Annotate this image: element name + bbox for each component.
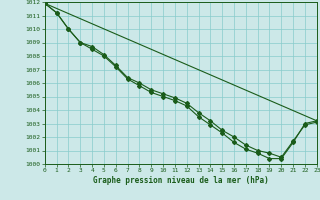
- X-axis label: Graphe pression niveau de la mer (hPa): Graphe pression niveau de la mer (hPa): [93, 176, 269, 185]
